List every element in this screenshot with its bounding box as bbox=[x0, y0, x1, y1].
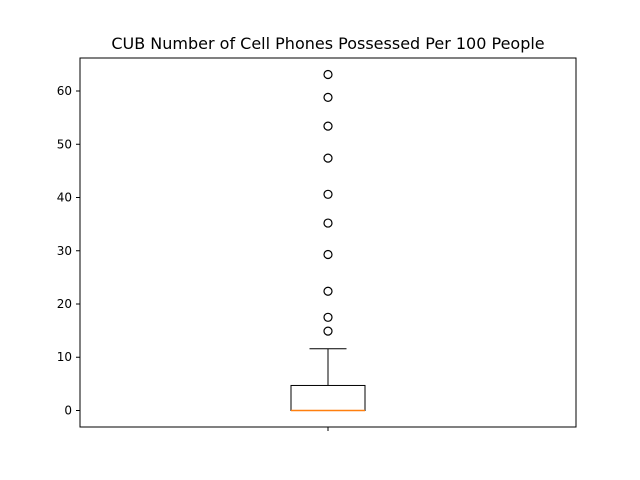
outlier-point bbox=[323, 326, 333, 336]
y-tick-label: 50 bbox=[57, 137, 72, 151]
y-tick-label: 10 bbox=[57, 350, 72, 364]
y-tick-label: 40 bbox=[57, 191, 72, 205]
y-tick-label: 20 bbox=[57, 297, 72, 311]
outlier-point bbox=[323, 286, 333, 296]
iqr-box bbox=[290, 384, 366, 411]
outlier-point bbox=[323, 312, 333, 322]
outlier-point bbox=[323, 249, 333, 260]
y-tick-label: 0 bbox=[64, 403, 72, 417]
outlier-point bbox=[323, 153, 333, 163]
outlier-point bbox=[323, 218, 333, 228]
outlier-point bbox=[323, 69, 333, 80]
y-tick-label: 60 bbox=[57, 84, 72, 98]
chart-title: CUB Number of Cell Phones Possessed Per … bbox=[111, 34, 544, 53]
outlier-point bbox=[323, 189, 333, 199]
plot-area: 0 10 20 30 40 50 60 bbox=[57, 57, 577, 431]
outlier-point bbox=[323, 92, 333, 103]
outlier-point bbox=[323, 121, 333, 131]
y-tick-label: 30 bbox=[57, 244, 72, 258]
